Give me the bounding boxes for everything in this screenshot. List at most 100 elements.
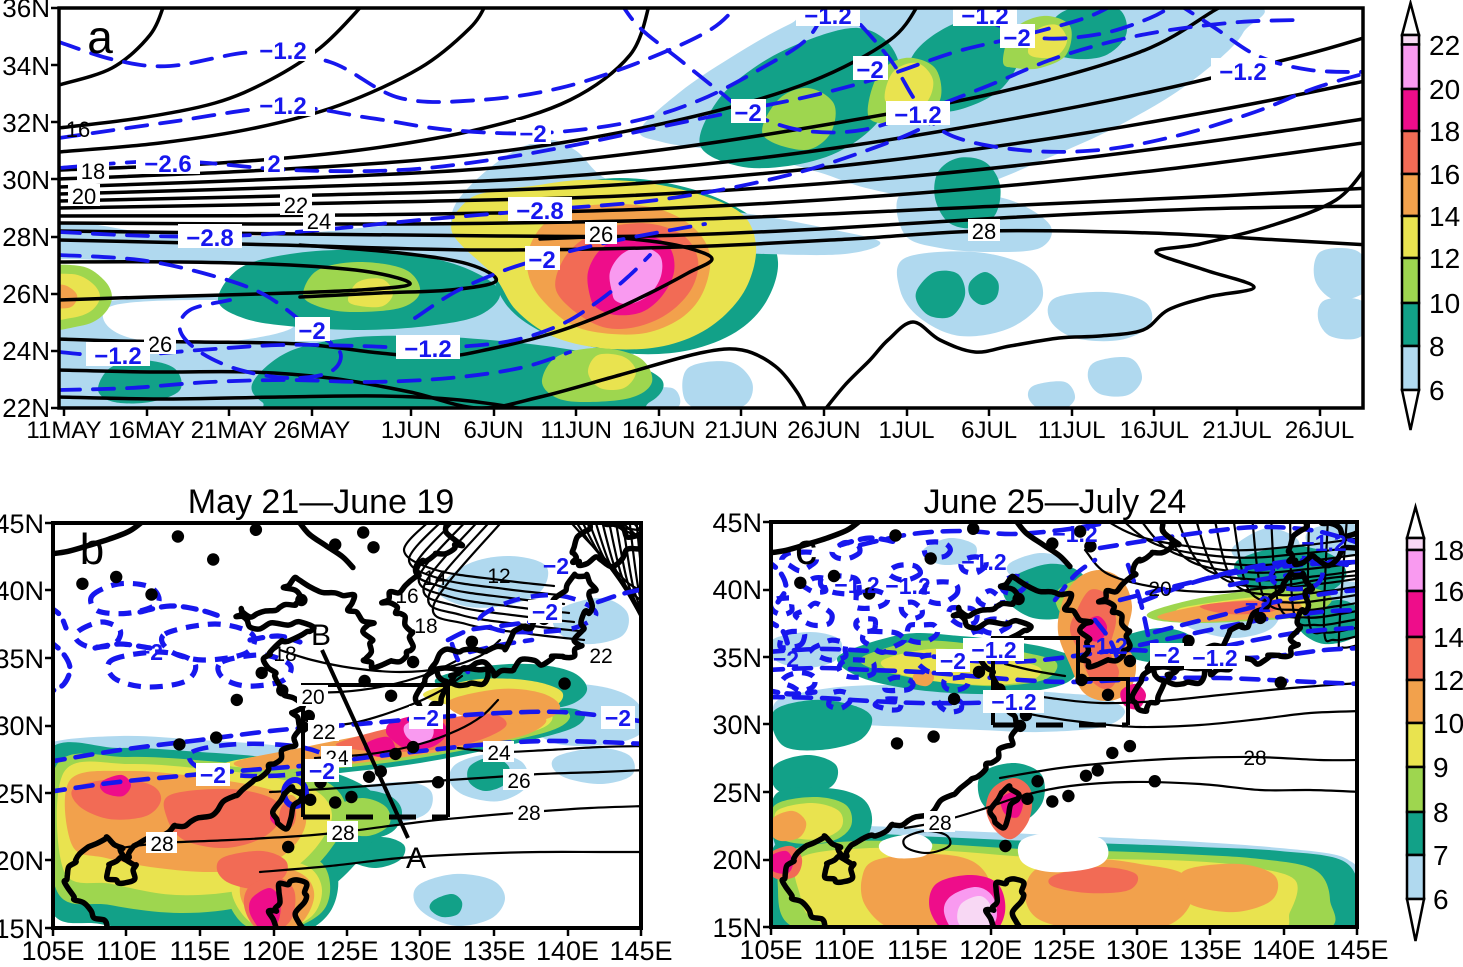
svg-text:16JUN: 16JUN (622, 417, 695, 444)
svg-text:−2: −2 (1003, 25, 1030, 52)
svg-text:26: 26 (148, 332, 172, 357)
svg-text:−1.2: −1.2 (1219, 59, 1266, 86)
svg-text:9: 9 (1433, 752, 1449, 783)
svg-text:25N: 25N (712, 778, 762, 808)
svg-text:12: 12 (487, 565, 510, 588)
svg-text:−2: −2 (543, 553, 569, 579)
svg-text:110E: 110E (96, 936, 157, 962)
svg-text:140E: 140E (1252, 935, 1315, 962)
svg-text:20N: 20N (0, 846, 44, 876)
svg-text:−1.2: −1.2 (1301, 530, 1346, 556)
svg-text:20: 20 (72, 184, 96, 209)
svg-text:28: 28 (972, 219, 996, 244)
svg-text:18: 18 (414, 615, 437, 638)
svg-text:125E: 125E (315, 936, 378, 962)
svg-text:−2: −2 (413, 705, 439, 731)
svg-text:6: 6 (1429, 375, 1445, 406)
svg-text:18: 18 (81, 159, 105, 184)
svg-text:20N: 20N (712, 845, 762, 875)
svg-text:20: 20 (1148, 578, 1171, 601)
svg-text:20: 20 (301, 686, 324, 709)
svg-text:−1.2: −1.2 (1052, 521, 1097, 547)
svg-text:June 25—July 24: June 25—July 24 (924, 483, 1187, 521)
svg-text:16: 16 (66, 117, 90, 142)
svg-text:−2.8: −2.8 (516, 198, 563, 225)
svg-text:6: 6 (1433, 884, 1449, 915)
svg-text:12: 12 (1433, 665, 1463, 696)
svg-text:26: 26 (589, 222, 613, 247)
svg-text:16JUL: 16JUL (1120, 417, 1189, 444)
svg-text:30N: 30N (0, 711, 44, 741)
svg-text:−2: −2 (519, 121, 546, 148)
svg-text:−1.2: −1.2 (991, 689, 1036, 715)
svg-text:28: 28 (331, 822, 354, 845)
svg-text:−2: −2 (309, 758, 335, 784)
svg-text:16MAY: 16MAY (108, 417, 185, 444)
svg-text:22N: 22N (2, 393, 50, 423)
svg-text:28: 28 (928, 812, 951, 835)
svg-text:−1.2: −1.2 (259, 93, 306, 120)
svg-text:30N: 30N (2, 165, 50, 195)
svg-text:−1.2: −1.2 (834, 572, 879, 598)
svg-text:130E: 130E (389, 936, 452, 962)
svg-text:28: 28 (517, 802, 540, 825)
svg-text:105E: 105E (21, 936, 84, 962)
svg-text:115E: 115E (887, 935, 948, 962)
svg-text:105E: 105E (739, 935, 802, 962)
svg-text:28: 28 (1243, 747, 1266, 770)
svg-text:21JUN: 21JUN (705, 417, 778, 444)
svg-text:16: 16 (1429, 159, 1460, 190)
svg-text:16: 16 (395, 585, 418, 608)
svg-text:B: B (311, 619, 331, 652)
svg-text:c: c (795, 525, 817, 574)
svg-text:b: b (80, 525, 104, 574)
svg-text:26MAY: 26MAY (273, 417, 350, 444)
svg-text:18: 18 (1429, 116, 1460, 147)
svg-text:−2: −2 (1245, 591, 1271, 617)
svg-text:−1.2: −1.2 (94, 343, 141, 370)
svg-text:8: 8 (1433, 797, 1449, 828)
svg-text:145E: 145E (609, 936, 672, 962)
svg-text:−1.2: −1.2 (894, 102, 941, 129)
svg-text:−2.8: −2.8 (186, 225, 233, 252)
svg-text:2: 2 (267, 151, 280, 178)
svg-text:15N: 15N (0, 914, 44, 944)
svg-text:−2: −2 (298, 318, 325, 345)
svg-text:18: 18 (273, 643, 296, 666)
svg-text:−2: −2 (1154, 642, 1180, 668)
svg-text:22: 22 (312, 721, 335, 744)
svg-text:18: 18 (1433, 535, 1463, 566)
svg-text:21JUL: 21JUL (1202, 417, 1271, 444)
svg-text:28: 28 (150, 833, 173, 856)
svg-text:24: 24 (487, 742, 511, 765)
svg-text:14: 14 (423, 567, 447, 590)
svg-text:110E: 110E (814, 935, 875, 962)
svg-text:135E: 135E (462, 936, 525, 962)
svg-text:14: 14 (1433, 622, 1463, 653)
svg-text:28N: 28N (2, 222, 50, 252)
svg-text:26JUN: 26JUN (787, 417, 860, 444)
svg-text:−2: −2 (940, 648, 966, 674)
svg-text:45N: 45N (0, 509, 44, 539)
svg-text:12: 12 (1429, 243, 1460, 274)
svg-text:21MAY: 21MAY (191, 417, 268, 444)
svg-text:140E: 140E (536, 936, 599, 962)
svg-text:a: a (87, 11, 113, 63)
svg-text:−2: −2 (137, 639, 163, 665)
svg-text:11MAY: 11MAY (26, 417, 101, 444)
svg-text:6JUN: 6JUN (464, 417, 524, 444)
svg-text:26N: 26N (2, 279, 50, 309)
svg-text:−2.6: −2.6 (144, 151, 191, 178)
svg-text:20: 20 (1429, 74, 1460, 105)
svg-text:−2: −2 (734, 100, 761, 127)
svg-text:26JUL: 26JUL (1285, 417, 1354, 444)
svg-text:7: 7 (1433, 840, 1449, 871)
svg-text:36N: 36N (2, 0, 50, 23)
svg-text:26: 26 (507, 770, 530, 793)
svg-text:15N: 15N (712, 913, 762, 943)
svg-text:120E: 120E (959, 935, 1022, 962)
svg-text:−1.2: −1.2 (1192, 645, 1237, 671)
svg-text:30N: 30N (712, 710, 762, 740)
svg-text:1JUL: 1JUL (879, 417, 935, 444)
svg-text:45N: 45N (712, 508, 762, 538)
